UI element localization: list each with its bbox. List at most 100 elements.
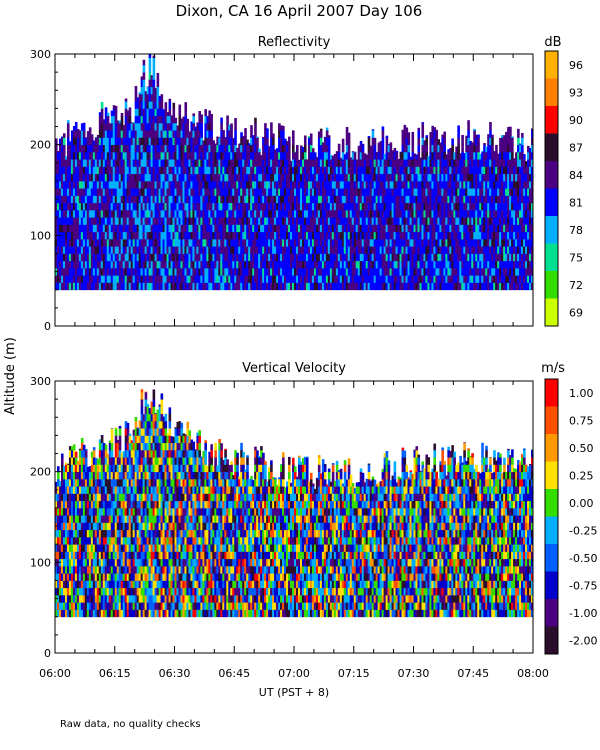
refl-heatmap-cell — [106, 159, 110, 167]
refl-heatmap-cell — [138, 282, 142, 291]
refl-heatmap-cell — [124, 188, 128, 196]
refl-heatmap-cell — [469, 224, 472, 233]
refl-heatmap-cell — [118, 144, 122, 153]
refl-heatmap-cell — [373, 267, 377, 276]
refl-heatmap-cell — [210, 217, 213, 225]
refl-heatmap-cell — [467, 238, 470, 247]
refl-heatmap-cell — [415, 253, 419, 262]
refl-heatmap-cell — [465, 135, 468, 138]
refl-heatmap-cell — [441, 202, 444, 211]
refl-heatmap-cell — [100, 151, 104, 160]
refl-heatmap-cell — [467, 144, 470, 153]
refl-heatmap-cell — [142, 101, 146, 109]
refl-heatmap-cell — [347, 267, 351, 276]
refl-heatmap-cell — [126, 159, 130, 167]
refl-heatmap-cell — [198, 231, 201, 240]
refl-heatmap-cell — [140, 188, 144, 196]
refl-heatmap-cell — [307, 231, 311, 240]
refl-heatmap-cell — [453, 180, 456, 189]
refl-heatmap-cell — [120, 144, 124, 153]
refl-heatmap-cell — [214, 209, 217, 218]
refl-heatmap-cell — [82, 238, 86, 247]
refl-heatmap-cell — [353, 282, 357, 291]
refl-heatmap-cell — [110, 238, 114, 247]
refl-heatmap-cell — [210, 159, 213, 167]
refl-heatmap-cell — [473, 173, 476, 182]
refl-heatmap-cell — [309, 195, 313, 204]
refl-heatmap-cell — [126, 246, 130, 254]
refl-heatmap-cell — [331, 282, 335, 291]
refl-heatmap-cell — [278, 267, 281, 276]
refl-heatmap-cell — [120, 173, 124, 182]
refl-heatmap-cell — [383, 267, 387, 276]
refl-heatmap-cell — [309, 166, 313, 175]
refl-heatmap-cell — [367, 180, 371, 189]
refl-heatmap-cell — [465, 253, 468, 262]
refl-heatmap-cell — [180, 238, 184, 247]
refl-heatmap-cell — [266, 159, 269, 167]
refl-heatmap-cell — [218, 166, 221, 175]
refl-heatmap-cell — [144, 275, 148, 283]
refl-heatmap-cell — [264, 246, 267, 254]
refl-heatmap-cell — [483, 173, 486, 182]
refl-heatmap-cell — [242, 267, 245, 276]
refl-heatmap-cell — [126, 209, 130, 218]
refl-heatmap-cell — [90, 202, 94, 211]
refl-heatmap-cell — [321, 144, 325, 153]
refl-heatmap-cell — [276, 224, 279, 233]
refl-heatmap-cell — [230, 209, 233, 218]
refl-heatmap-cell — [114, 267, 118, 276]
refl-heatmap-cell — [301, 166, 305, 175]
refl-heatmap-cell — [88, 144, 92, 153]
refl-heatmap-cell — [246, 275, 249, 283]
refl-heatmap-cell — [84, 180, 88, 189]
refl-heatmap-cell — [254, 188, 257, 196]
refl-heatmap-cell — [118, 224, 122, 233]
refl-heatmap-cell — [417, 151, 421, 160]
refl-heatmap-cell — [415, 195, 419, 204]
refl-heatmap-cell — [88, 137, 92, 146]
refl-heatmap-cell — [278, 180, 281, 189]
refl-heatmap-cell — [288, 253, 291, 262]
refl-heatmap-cell — [146, 86, 150, 95]
refl-heatmap-cell — [473, 253, 476, 262]
refl-heatmap-cell — [174, 275, 178, 283]
refl-heatmap-cell — [299, 159, 303, 167]
refl-heatmap-cell — [292, 209, 295, 218]
refl-heatmap-cell — [256, 195, 259, 204]
refl-heatmap-cell — [337, 260, 341, 269]
refl-heatmap-cell — [349, 238, 353, 247]
refl-heatmap-cell — [383, 209, 387, 218]
refl-heatmap-cell — [295, 246, 299, 254]
refl-heatmap-cell — [389, 142, 393, 146]
refl-heatmap-cell — [104, 108, 108, 117]
refl-heatmap-cell — [116, 231, 120, 240]
refl-heatmap-cell — [262, 151, 265, 160]
refl-heatmap-cell — [290, 160, 293, 167]
refl-heatmap-cell — [465, 224, 468, 233]
refl-heatmap-cell — [228, 188, 231, 196]
refl-heatmap-cell — [144, 130, 148, 138]
refl-heatmap-cell — [431, 180, 435, 189]
refl-heatmap-cell — [70, 238, 74, 247]
refl-heatmap-cell — [214, 246, 217, 254]
refl-heatmap-cell — [435, 180, 438, 189]
refl-heatmap-cell — [262, 238, 265, 247]
refl-heatmap-cell — [329, 202, 333, 211]
refl-heatmap-cell — [333, 260, 337, 269]
refl-heatmap-cell — [351, 166, 355, 175]
refl-heatmap-cell — [128, 253, 132, 262]
refl-heatmap-cell — [130, 246, 134, 254]
refl-heatmap-cell — [347, 202, 351, 211]
refl-heatmap-cell — [294, 217, 297, 225]
refl-heatmap-cell — [158, 267, 162, 276]
refl-heatmap-cell — [333, 209, 337, 218]
refl-heatmap-cell — [124, 122, 128, 131]
refl-heatmap-cell — [150, 217, 154, 225]
refl-heatmap-cell — [240, 195, 243, 204]
refl-heatmap-cell — [272, 282, 275, 291]
refl-heatmap-cell — [74, 188, 78, 196]
refl-heatmap-cell — [451, 231, 454, 240]
refl-heatmap-cell — [234, 217, 237, 225]
refl-heatmap-cell — [365, 154, 369, 160]
